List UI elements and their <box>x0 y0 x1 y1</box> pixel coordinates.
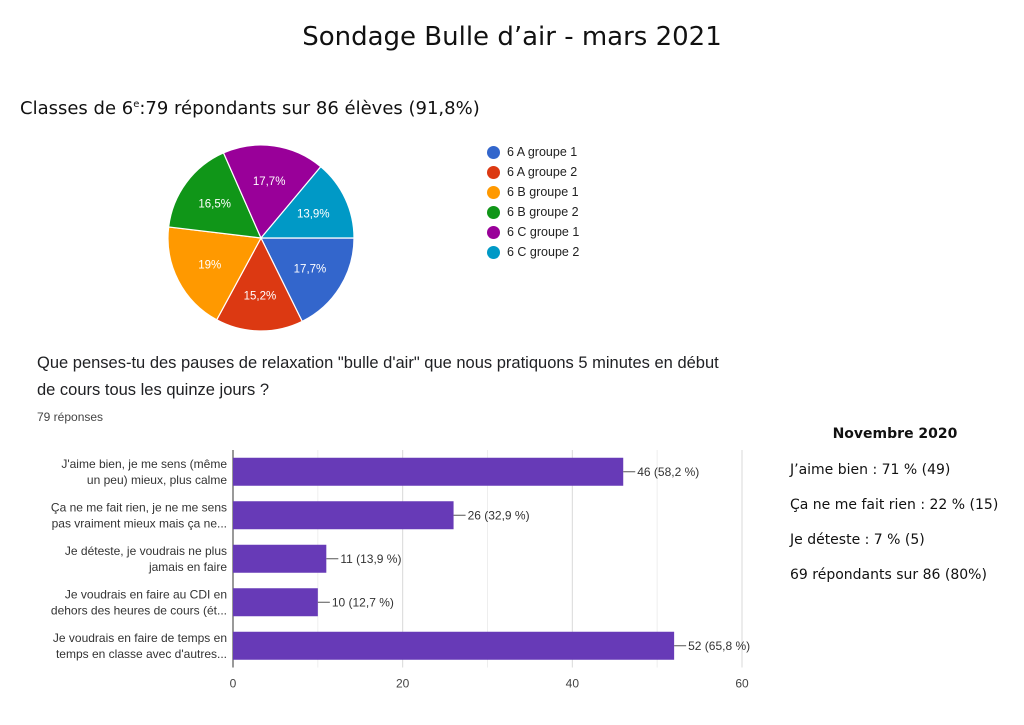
november-line-indifferent: Ça ne me fait rien : 22 % (15) <box>790 497 999 513</box>
pie-slice-label-4: 17,7% <box>253 176 286 188</box>
pie-slice-label-2: 19% <box>198 259 221 271</box>
pie-slice-0 <box>260 237 355 323</box>
november-line-like: J’aime bien : 71 % (49) <box>790 462 951 478</box>
legend-item-4: 6 C groupe 1 <box>487 222 579 242</box>
november-line-respondents: 69 répondants sur 86 (80%) <box>790 567 987 583</box>
pie-heading-prefix: Classes de 6 <box>20 98 134 119</box>
november-line-dislike: Je déteste : 7 % (5) <box>790 532 925 548</box>
value-label-1: 26 (32,9 %) <box>468 508 530 522</box>
legend-item-0: 6 A groupe 1 <box>487 142 579 162</box>
november-summary: Novembre 2020 J’aime bien : 71 % (49) Ça… <box>790 426 1020 602</box>
pie-heading-suffix: :79 répondants sur 86 élèves (91,8%) <box>139 98 480 119</box>
pie-slice-label-3: 16,5% <box>198 199 231 211</box>
pie-slice-label-5: 13,9% <box>297 209 330 221</box>
legend-item-2: 6 B groupe 1 <box>487 182 579 202</box>
responses-count: 79 réponses <box>37 410 104 424</box>
legend-item-3: 6 B groupe 2 <box>487 202 579 222</box>
legend-label: 6 A groupe 1 <box>507 145 578 159</box>
legend-dot <box>487 245 500 259</box>
x-tick-label-1: 20 <box>396 677 410 691</box>
category-label-0-0: J'aime bien, je me sens (même <box>61 457 227 471</box>
category-label-2-0: Je déteste, je voudrais ne plus <box>65 544 227 558</box>
bar-0 <box>233 457 624 486</box>
category-label-4-0: Je voudrais en faire de temps en <box>53 631 227 645</box>
pie-slice-5 <box>259 165 355 239</box>
pie-slice-1 <box>215 236 303 332</box>
legend-dot <box>487 205 500 219</box>
legend-dot <box>487 185 500 199</box>
legend-item-1: 6 A groupe 2 <box>487 162 579 182</box>
pie-slice-2 <box>167 226 262 321</box>
pie-slice-label-1: 15,2% <box>244 291 277 303</box>
bar-2 <box>233 544 327 573</box>
value-label-3: 10 (12,7 %) <box>332 595 394 609</box>
value-label-0: 46 (58,2 %) <box>637 465 699 479</box>
pie-chart: 17,7% 15,2% 19% 16,5% 17,7% 13,9% <box>167 144 355 332</box>
legend-label: 6 B groupe 2 <box>507 205 579 219</box>
pie-slice-label-0: 17,7% <box>294 263 327 275</box>
question-line-1: Que penses-tu des pauses de relaxation "… <box>37 354 719 372</box>
bar-chart: 0 20 40 60 J'aime bien, je me sens (même un p… <box>51 450 750 691</box>
category-label-0-1: un peu) mieux, plus calme <box>87 473 227 487</box>
legend-dot <box>487 225 500 239</box>
x-tick-label-0: 0 <box>230 677 237 691</box>
bar-1 <box>233 501 454 530</box>
pie-slice-3 <box>167 152 262 239</box>
x-tick-label-3: 60 <box>735 677 749 691</box>
question-text: Que penses-tu des pauses de relaxation "… <box>37 350 777 404</box>
pie-heading-sup: e <box>133 99 140 110</box>
x-tick-label-2: 40 <box>566 677 580 691</box>
pie-slice-4 <box>222 144 322 240</box>
legend-dot <box>487 165 500 179</box>
pie-legend: 6 A groupe 1 6 A groupe 2 6 B groupe 1 6 B … <box>487 142 579 262</box>
legend-label: 6 C groupe 1 <box>507 225 580 239</box>
legend-label: 6 A groupe 2 <box>507 165 578 179</box>
category-label-4-1: temps en classe avec d'autres... <box>56 647 227 661</box>
category-label-3-1: dehors des heures de cours (ét... <box>51 603 227 617</box>
bar-4 <box>233 631 675 660</box>
category-label-3-0: Je voudrais en faire au CDI en <box>65 587 227 601</box>
november-title: Novembre 2020 <box>832 426 958 442</box>
bar-3 <box>233 588 318 617</box>
legend-item-5: 6 C groupe 2 <box>487 242 579 262</box>
legend-label: 6 B groupe 1 <box>507 185 579 199</box>
category-label-1-1: pas vraiment mieux mais ça ne... <box>52 516 227 530</box>
legend-dot <box>487 145 500 159</box>
page-title: Sondage Bulle d’air - mars 2021 <box>302 22 722 52</box>
value-label-2: 11 (13,9 %) <box>340 552 401 566</box>
legend-label: 6 C groupe 2 <box>507 245 580 259</box>
value-label-4: 52 (65,8 %) <box>688 639 750 653</box>
category-label-1-0: Ça ne me fait rien, je ne me sens <box>51 500 227 514</box>
pie-heading: Classes de 6e:79 répondants sur 86 élève… <box>20 98 480 119</box>
category-label-2-1: jamais en faire <box>148 560 227 574</box>
question-line-2: de cours tous les quinze jours ? <box>37 381 270 399</box>
